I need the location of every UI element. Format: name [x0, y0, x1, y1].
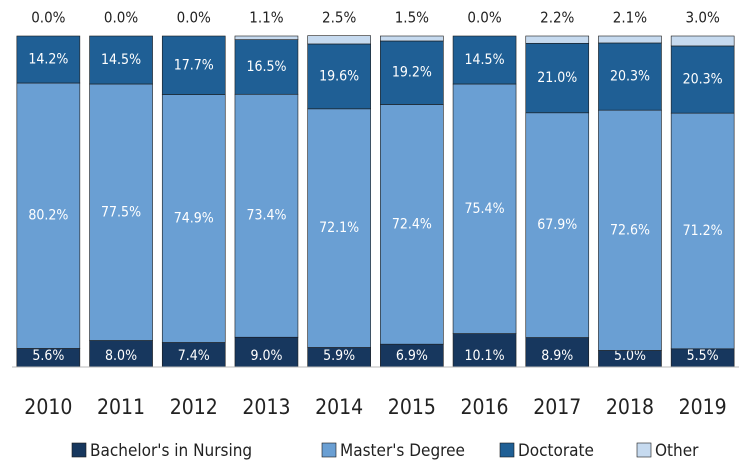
x-tick-label: 2010	[24, 395, 72, 419]
legend-label: Other	[655, 441, 699, 461]
value-label: 3.0%	[686, 9, 720, 27]
x-tick-label: 2018	[606, 395, 654, 419]
value-label: 75.4%	[465, 201, 505, 217]
bar-segment	[234, 336, 299, 368]
bar-segment	[598, 35, 662, 44]
bar-segment	[452, 333, 517, 368]
bar-segment	[452, 83, 517, 334]
bar-segment	[161, 35, 226, 95]
bar-segment	[670, 35, 735, 47]
bar-segment	[16, 35, 81, 84]
value-label: 0.0%	[467, 9, 501, 27]
x-tick-label: 2014	[315, 395, 363, 419]
value-label: 20.3%	[610, 69, 650, 85]
value-label: 8.9%	[541, 348, 573, 364]
bar-segment	[452, 35, 517, 85]
value-label: 19.6%	[319, 68, 359, 84]
bar-segment	[89, 83, 153, 341]
value-label: 21.0%	[537, 70, 577, 86]
bar-segment	[525, 337, 590, 368]
value-label: 16.5%	[246, 59, 286, 75]
bar-segment	[234, 35, 299, 40]
x-tick-label: 2015	[388, 395, 436, 419]
value-label: 5.5%	[687, 348, 719, 364]
value-label: 72.6%	[610, 222, 650, 238]
value-label: 14.5%	[465, 52, 505, 68]
value-label: 80.2%	[28, 208, 68, 224]
legend-swatch	[499, 442, 515, 458]
bar-segment	[307, 108, 371, 348]
x-tick-label: 2017	[533, 395, 581, 419]
bar-segment	[16, 82, 81, 349]
value-label: 10.1%	[465, 348, 505, 364]
bar-segment	[234, 39, 299, 95]
value-label: 9.0%	[250, 348, 282, 364]
bar-segment	[598, 42, 662, 111]
bar-segment	[307, 43, 371, 110]
x-tick-label: 2019	[679, 395, 727, 419]
x-tick-label: 2011	[97, 395, 145, 419]
bar-segment	[670, 45, 735, 114]
value-label: 14.5%	[101, 52, 141, 68]
value-label: 73.4%	[246, 208, 286, 224]
bar-segment	[525, 112, 590, 338]
bar-segment	[89, 340, 153, 368]
x-tick-label: 2016	[461, 395, 509, 419]
legend-label: Doctorate	[518, 441, 594, 461]
bar-segment	[234, 93, 299, 338]
bar-segment	[380, 40, 444, 105]
bar-segment	[307, 35, 371, 45]
bar-segment	[525, 42, 590, 114]
x-tick-label: 2012	[170, 395, 218, 419]
value-label: 1.5%	[395, 9, 429, 27]
x-tick-label: 2013	[242, 395, 290, 419]
value-label: 71.2%	[683, 223, 723, 239]
bar-segment	[598, 109, 662, 351]
bar-segment	[161, 94, 226, 343]
value-label: 77.5%	[101, 204, 141, 220]
value-label: 72.4%	[392, 216, 432, 232]
legend-label: Bachelor's in Nursing	[90, 441, 252, 461]
value-label: 5.6%	[32, 348, 64, 364]
value-label: 8.0%	[105, 348, 137, 364]
legend-label: Master's Degree	[340, 441, 465, 461]
value-label: 14.2%	[28, 52, 68, 68]
value-label: 67.9%	[537, 217, 577, 233]
value-label: 74.9%	[174, 211, 214, 227]
value-label: 0.0%	[31, 9, 65, 27]
value-label: 20.3%	[683, 72, 723, 88]
legend-swatch	[321, 442, 337, 458]
bar-segment	[380, 104, 444, 345]
legend-swatch	[636, 442, 652, 458]
value-label: 1.1%	[249, 9, 283, 27]
value-label: 72.1%	[319, 220, 359, 236]
legend-swatch	[71, 442, 87, 458]
value-label: 0.0%	[177, 9, 211, 27]
value-label: 19.2%	[392, 65, 432, 81]
value-label: 2.5%	[322, 9, 356, 27]
bar-segment	[525, 35, 590, 44]
value-label: 5.0%	[614, 348, 646, 364]
bar-segment	[89, 35, 153, 85]
value-label: 5.9%	[323, 348, 355, 364]
value-label: 6.9%	[396, 348, 428, 364]
value-label: 17.7%	[174, 57, 214, 73]
value-label: 0.0%	[104, 9, 138, 27]
value-label: 2.2%	[540, 9, 574, 27]
value-label: 7.4%	[178, 348, 210, 364]
value-label: 2.1%	[613, 9, 647, 27]
bar-segment	[380, 35, 444, 42]
bar-segment	[670, 112, 735, 350]
